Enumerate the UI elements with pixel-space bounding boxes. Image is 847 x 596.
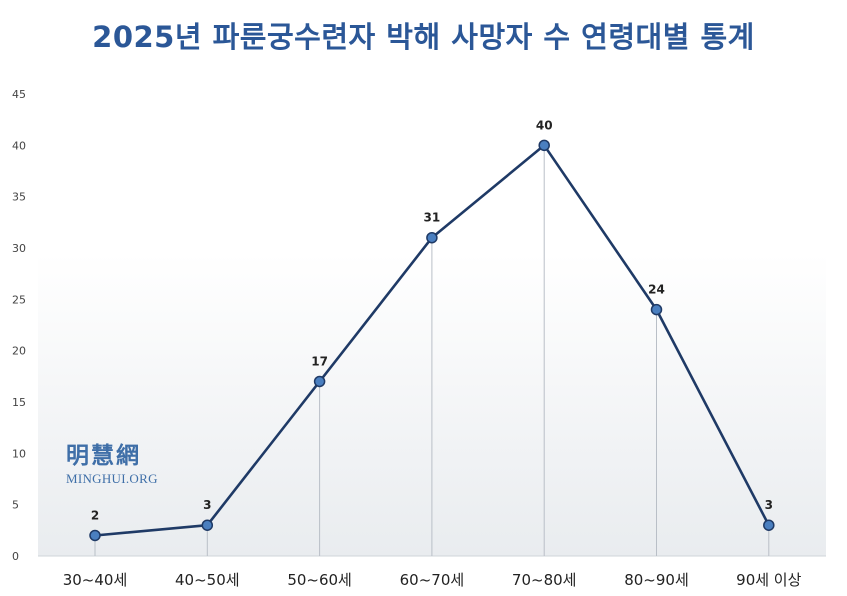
y-tick-label: 40 (12, 139, 26, 152)
x-tick-label: 50~60세 (287, 571, 352, 589)
y-tick-label: 10 (12, 447, 26, 460)
y-tick-label: 0 (12, 550, 19, 563)
data-point (763, 519, 775, 531)
y-tick-label: 20 (12, 345, 26, 358)
x-tick-label: 90세 이상 (736, 571, 801, 589)
data-point (650, 303, 663, 316)
data-point (89, 529, 101, 542)
x-tick-label: 70~80세 (512, 571, 577, 589)
data-point (313, 375, 326, 388)
logo-english-text: MINGHUI.ORG (66, 471, 158, 486)
chart-title: 2025년 파룬궁수련자 박해 사망자 수 연령대별 통계 (92, 20, 755, 54)
minghui-logo: 明慧網 MINGHUI.ORG (66, 436, 176, 487)
data-label: 3 (765, 498, 773, 512)
data-point (426, 231, 438, 244)
x-tick-label: 30~40세 (63, 571, 128, 589)
data-label: 40 (536, 118, 553, 132)
x-tick-label: 80~90세 (624, 571, 689, 589)
data-label: 17 (311, 354, 328, 368)
y-tick-label: 45 (12, 88, 26, 101)
data-label: 31 (424, 211, 441, 225)
data-point (201, 519, 214, 531)
y-tick-label: 5 (12, 499, 19, 512)
data-label: 3 (203, 498, 211, 512)
logo-chinese-text: 明慧網 (66, 442, 141, 469)
y-tick-label: 15 (12, 396, 26, 409)
x-tick-label: 60~70세 (400, 571, 465, 589)
y-tick-label: 30 (12, 242, 26, 255)
data-label: 24 (648, 283, 665, 297)
y-tick-label: 25 (12, 293, 26, 306)
y-tick-label: 35 (12, 191, 26, 204)
x-tick-label: 40~50세 (175, 571, 240, 589)
data-label: 2 (91, 508, 99, 522)
data-point (538, 139, 550, 152)
